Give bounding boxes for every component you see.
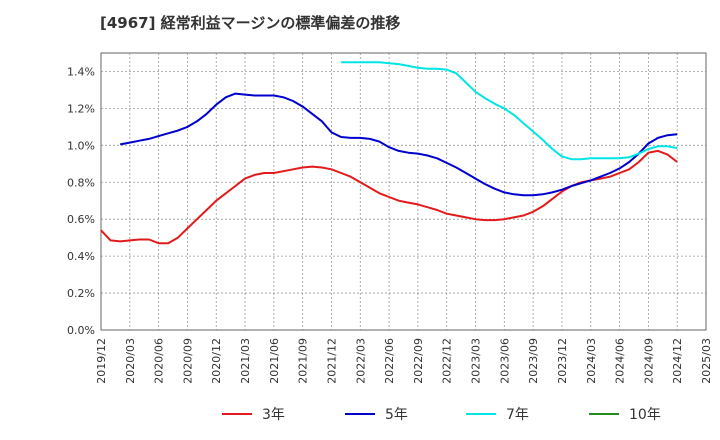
legend-label-1: 5年 bbox=[385, 407, 408, 423]
x-tick-label: 2024/09 bbox=[642, 338, 655, 384]
x-tick-label: 2019/12 bbox=[95, 338, 108, 384]
x-tick-label: 2022/06 bbox=[383, 338, 396, 384]
x-tick-label: 2024/03 bbox=[585, 338, 598, 384]
x-tick-label: 2023/06 bbox=[498, 338, 511, 384]
legend-label-2: 7年 bbox=[506, 407, 529, 423]
x-tick-label: 2020/12 bbox=[210, 338, 223, 384]
x-tick-label: 2024/06 bbox=[614, 338, 627, 384]
series-layer bbox=[100, 61, 678, 245]
x-tick-label: 2025/03 bbox=[700, 338, 713, 384]
y-tick-label: 1.4% bbox=[67, 65, 95, 78]
y-tick-label: 0.2% bbox=[67, 287, 95, 300]
x-tick-label: 2020/06 bbox=[153, 338, 166, 384]
x-tick-label: 2021/03 bbox=[239, 338, 252, 384]
x-tick-label: 2023/09 bbox=[527, 338, 540, 384]
series-line-1 bbox=[120, 92, 678, 197]
chart-title: [4967] 経常利益マージンの標準偏差の推移 bbox=[100, 14, 401, 32]
x-tick-label: 2023/12 bbox=[556, 338, 569, 384]
legend: 3年 5年 7年 10年 bbox=[222, 407, 661, 423]
y-tick-label: 0.0% bbox=[67, 324, 95, 337]
x-tick-label: 2022/12 bbox=[441, 338, 454, 384]
x-tick-label: 2021/12 bbox=[325, 338, 338, 384]
x-tick-label: 2021/09 bbox=[297, 338, 310, 384]
y-tick-label: 1.0% bbox=[67, 139, 95, 152]
y-tick-label: 0.6% bbox=[67, 213, 95, 226]
x-tick-label: 2020/09 bbox=[181, 338, 194, 384]
x-tick-label: 2020/03 bbox=[124, 338, 137, 384]
axis-layer: 0.0% 0.2% 0.4% 0.6% 0.8% 1.0% 1.2% 1.4% 2019/12 2… bbox=[67, 52, 713, 384]
y-tick-label: 0.8% bbox=[67, 176, 95, 189]
x-tick-label: 2023/03 bbox=[470, 338, 483, 384]
y-tick-label: 1.2% bbox=[67, 102, 95, 115]
y-tick-label: 0.4% bbox=[67, 250, 95, 263]
x-tick-label: 2021/06 bbox=[268, 338, 281, 384]
legend-label-0: 3年 bbox=[262, 407, 285, 423]
x-tick-label: 2024/12 bbox=[671, 338, 684, 384]
series-line-2 bbox=[341, 61, 678, 161]
grid-layer bbox=[100, 53, 707, 331]
legend-label-3: 10年 bbox=[629, 407, 661, 423]
x-tick-label: 2022/09 bbox=[412, 338, 425, 384]
plot-border bbox=[100, 52, 707, 331]
x-tick-label: 2022/03 bbox=[354, 338, 367, 384]
